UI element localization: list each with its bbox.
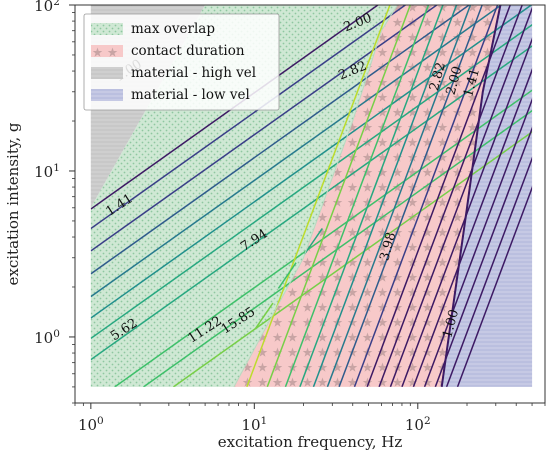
region-contact-duration — [233, 5, 501, 387]
contour-line-left — [90, 5, 380, 210]
contour-line-left — [172, 131, 533, 387]
x-tick-label: 102 — [405, 415, 431, 434]
x-tick-label: 100 — [78, 415, 104, 434]
contour-label: 1.41 — [461, 67, 483, 99]
contour-line-right — [456, 185, 533, 387]
plot-frame — [74, 4, 546, 404]
contour-line-right — [434, 126, 533, 387]
boundary-low-vel — [440, 4, 502, 388]
contour-line-right — [312, 5, 458, 387]
legend-label: contact duration — [131, 43, 245, 59]
contour-line-left — [90, 23, 533, 340]
y-tick-label: 101 — [34, 162, 60, 181]
contour-line-right — [246, 5, 391, 387]
x-tick-label: 101 — [241, 415, 267, 434]
region-boundary-layer — [233, 4, 502, 388]
contour-line-right — [389, 6, 533, 387]
contour-label: 2.82 — [427, 61, 449, 93]
contour-line-left — [90, 45, 533, 361]
legend-swatch — [91, 23, 123, 35]
contour-line-right — [284, 5, 430, 387]
y-tick-label: 102 — [34, 0, 60, 15]
contour-line-right — [266, 5, 412, 387]
contour-line-layer — [90, 5, 533, 387]
contour-label: 3.98 — [377, 231, 399, 263]
contour-line-right — [338, 5, 483, 387]
contour-line-left — [143, 109, 533, 387]
contour-line-left — [130, 5, 132, 6]
legend: max overlap contact duration material - hi… — [83, 13, 280, 111]
contour-line-mid — [303, 228, 323, 255]
contour-line-right — [445, 156, 533, 387]
boundary-overlap-contact — [233, 4, 398, 388]
contour-line-right — [412, 67, 533, 387]
legend-swatch — [91, 45, 123, 57]
contour-line-left — [90, 5, 439, 252]
legend-swatch — [91, 89, 123, 101]
x-axis-label: excitation frequency, Hz — [218, 433, 403, 451]
contour-label: 1.00 — [440, 308, 462, 340]
contour-line-right — [401, 37, 533, 387]
contour-line-right — [378, 5, 523, 387]
contour-line-left — [90, 5, 407, 230]
contour-line-right — [353, 5, 499, 387]
legend-swatch — [91, 67, 123, 79]
y-axis-label: excitation intensity, g — [4, 122, 22, 285]
contour-line-mid — [254, 302, 274, 330]
contour-line-right — [299, 5, 444, 387]
contour-label: 2.00 — [444, 65, 466, 97]
y-tick-label: 100 — [34, 328, 60, 347]
contour-line-mid — [277, 262, 297, 289]
contour-line-left — [90, 5, 471, 275]
contour-line-left — [90, 5, 533, 319]
contour-line-right — [326, 5, 472, 387]
contour-line-right — [423, 97, 533, 387]
contour-line-right — [366, 5, 511, 387]
legend-label: material - high vel — [131, 65, 256, 81]
contour-line-left — [114, 89, 533, 387]
legend-box — [83, 13, 280, 111]
legend-label: max overlap — [131, 21, 215, 37]
legend-label: material - low vel — [131, 87, 250, 103]
axis-ticks: 100 101 102 100 101 102 — [34, 0, 546, 434]
